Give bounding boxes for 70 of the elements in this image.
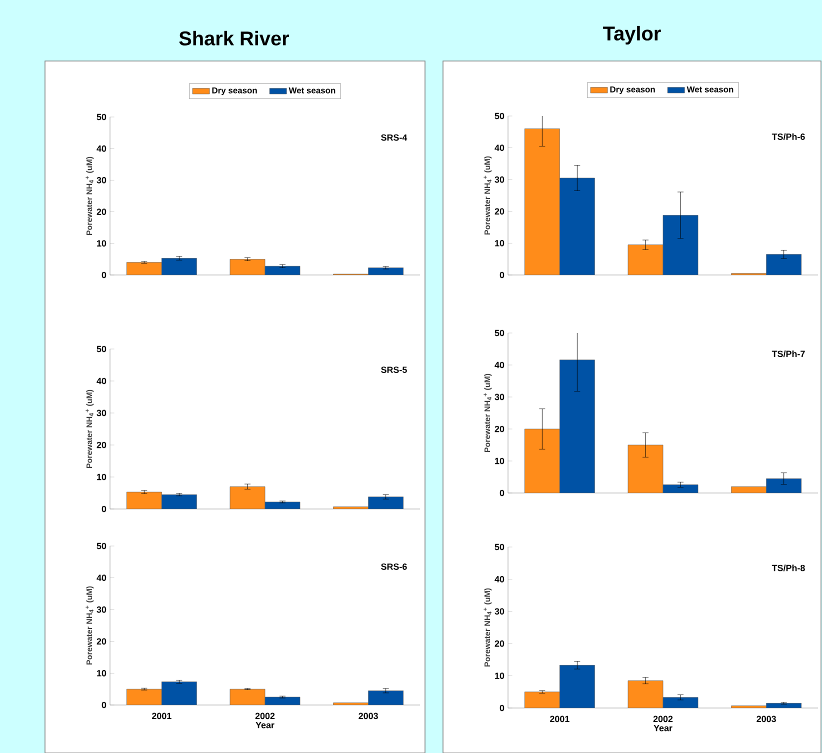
legend-label: Dry season [610,86,655,94]
y-tick-label: 40 [494,576,504,582]
annotation: TS/Ph-6 [772,133,805,140]
y-tick-label: 30 [96,606,106,613]
bar [628,680,664,708]
y-tick-label: 50 [494,544,504,550]
bar [663,697,698,708]
y-tick-label: 20 [494,208,504,215]
bar [126,262,162,275]
chart-title: Taylor [603,26,661,45]
y-tick-label: 10 [495,458,504,464]
y-tick-label: 30 [96,177,106,184]
y-tick-label: 30 [494,394,504,400]
y-tick-label: 10 [97,670,106,676]
y-tick-label: 0 [500,272,504,278]
bar [662,215,698,275]
y-tick-label: 40 [494,144,504,151]
x-tick-label: 2003 [756,716,776,722]
x-tick-label: 2001 [550,716,570,722]
bar [559,178,595,275]
bar [161,682,197,705]
y-tick-label: 50 [494,112,504,120]
x-axis-title: Year [654,724,672,732]
y-tick-label: 0 [500,704,504,712]
y-tick-label: 20 [96,442,106,448]
y-tick-label: 30 [494,176,504,183]
legend-label: Wet season [686,86,734,92]
bar [524,692,560,708]
y-tick-label: 0 [102,272,106,278]
y-tick-label: 10 [495,672,504,679]
y-tick-label: 50 [494,330,504,336]
x-axis-title: Year [256,722,274,728]
bar [368,690,404,705]
y-tick-label: 20 [96,638,106,645]
x-tick-label: 2002 [653,716,673,722]
y-tick-label: 20 [96,208,106,215]
y-tick-label: 50 [96,114,106,120]
y-tick-label: 40 [96,574,106,581]
y-tick-label: 40 [96,378,106,384]
y-tick-label: 10 [495,240,504,246]
legend-label: Dry season [212,87,257,96]
x-tick-label: 2002 [255,712,275,720]
bar [559,664,595,708]
y-tick-label: 40 [494,362,504,368]
y-tick-label: 30 [494,608,504,615]
x-tick-label: 2001 [152,712,172,720]
annotation: SRS-4 [381,134,408,141]
bar [230,258,266,275]
y-tick-label: 20 [494,640,504,647]
y-tick-label: 50 [96,542,106,550]
y-tick-label: 0 [102,702,106,708]
annotation: SRS-6 [381,563,407,570]
annotation: TS/Ph-8 [772,564,805,572]
bar [126,688,162,705]
y-tick-label: 10 [97,474,106,480]
legend-label: Wet season [288,87,336,94]
y-tick-label: 10 [97,240,106,247]
bar [766,702,802,708]
chart-title: Shark River [179,30,290,46]
y-tick-label: 0 [102,506,106,512]
bar [766,254,802,275]
bar [230,688,266,705]
y-tick-label: 50 [96,346,106,352]
annotation: SRS-5 [381,366,407,373]
y-tick-label: 20 [494,426,504,432]
annotation: TS/Ph-7 [772,350,805,358]
y-tick-label: 30 [96,410,106,416]
x-tick-label: 2003 [358,712,378,720]
y-tick-label: 40 [96,145,106,152]
y-tick-label: 0 [500,490,504,496]
